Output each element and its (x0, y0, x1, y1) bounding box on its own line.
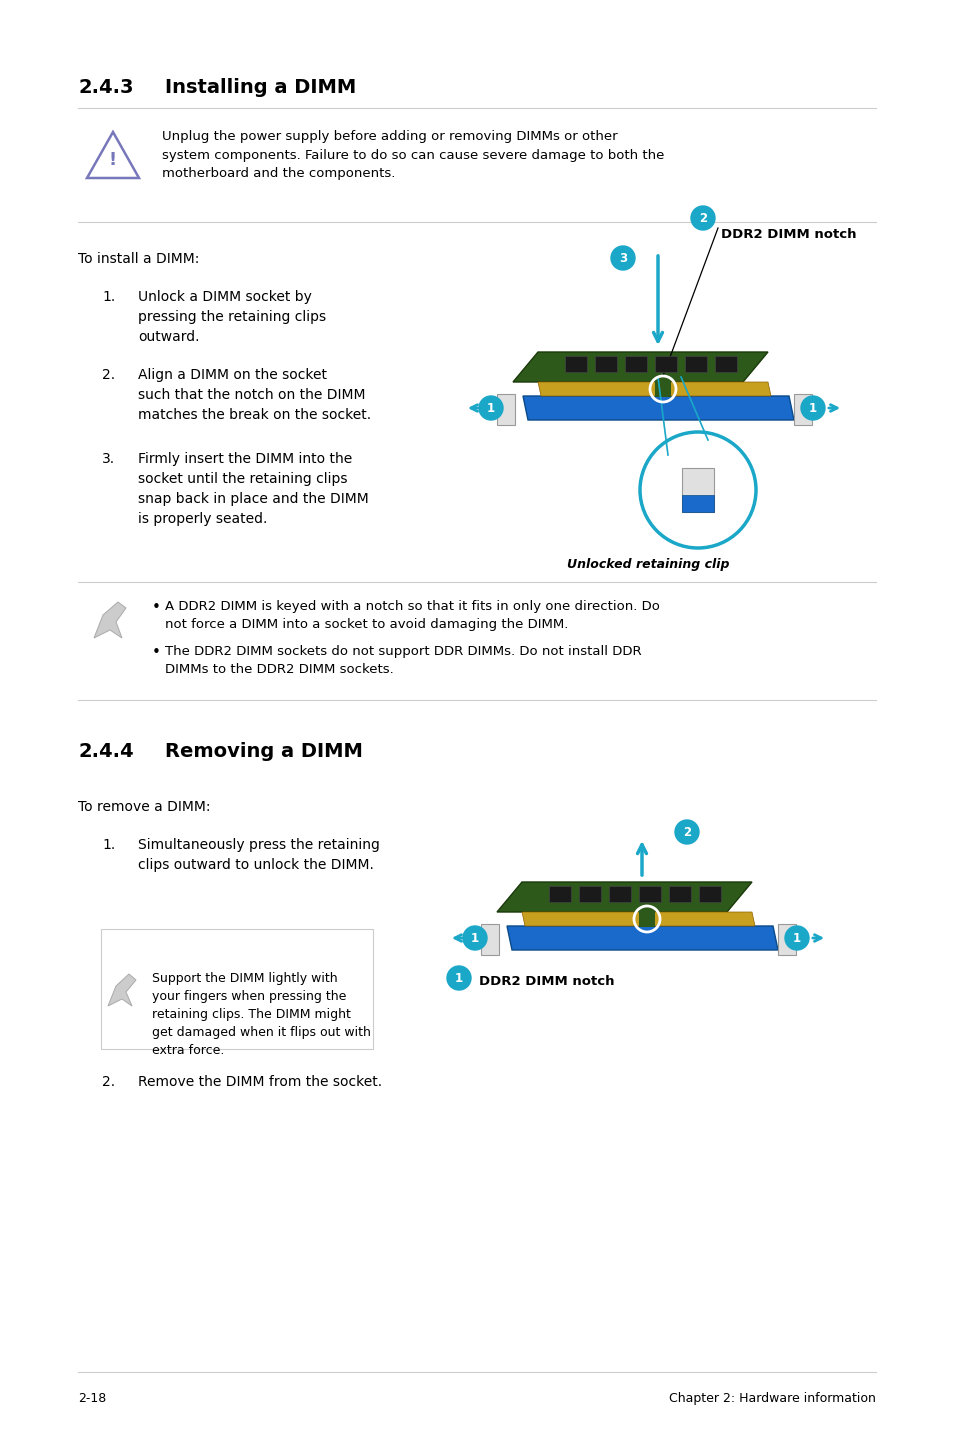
Text: Remove the DIMM from the socket.: Remove the DIMM from the socket. (138, 1076, 382, 1089)
Text: 3: 3 (618, 252, 626, 265)
Polygon shape (522, 395, 793, 420)
Text: 2.4.3: 2.4.3 (78, 78, 133, 96)
Polygon shape (548, 886, 571, 902)
Polygon shape (655, 357, 677, 372)
Polygon shape (480, 925, 498, 955)
Text: Installing a DIMM: Installing a DIMM (165, 78, 355, 96)
Circle shape (462, 926, 486, 951)
Text: Firmly insert the DIMM into the
socket until the retaining clips
snap back in pl: Firmly insert the DIMM into the socket u… (138, 452, 369, 526)
Polygon shape (578, 886, 600, 902)
Text: 1: 1 (471, 932, 478, 945)
Text: 1.: 1. (102, 290, 115, 303)
Text: A DDR2 DIMM is keyed with a notch so that it fits in only one direction. Do
not : A DDR2 DIMM is keyed with a notch so tha… (165, 600, 659, 631)
Text: Removing a DIMM: Removing a DIMM (165, 742, 362, 761)
Polygon shape (681, 495, 713, 512)
Polygon shape (537, 383, 770, 395)
Polygon shape (497, 394, 515, 426)
Text: •: • (152, 646, 161, 660)
Text: Unlocked retaining clip: Unlocked retaining clip (566, 558, 728, 571)
Text: Simultaneously press the retaining
clips outward to unlock the DIMM.: Simultaneously press the retaining clips… (138, 838, 379, 871)
Polygon shape (608, 886, 630, 902)
Polygon shape (684, 357, 706, 372)
Text: 2: 2 (682, 825, 690, 838)
Polygon shape (564, 357, 586, 372)
Text: !: ! (109, 151, 117, 170)
Text: Unplug the power supply before adding or removing DIMMs or other
system componen: Unplug the power supply before adding or… (162, 129, 663, 180)
Polygon shape (108, 974, 136, 1007)
Text: 1: 1 (486, 401, 495, 414)
Text: To remove a DIMM:: To remove a DIMM: (78, 800, 211, 814)
Text: Chapter 2: Hardware information: Chapter 2: Hardware information (668, 1392, 875, 1405)
Text: 1.: 1. (102, 838, 115, 851)
Polygon shape (639, 886, 660, 902)
Circle shape (478, 395, 502, 420)
Polygon shape (793, 394, 811, 426)
Polygon shape (681, 467, 713, 512)
Polygon shape (513, 352, 767, 383)
Text: DDR2 DIMM notch: DDR2 DIMM notch (720, 229, 856, 242)
Polygon shape (497, 881, 751, 912)
Circle shape (690, 206, 714, 230)
Circle shape (447, 966, 471, 989)
Polygon shape (94, 603, 126, 638)
Polygon shape (668, 886, 690, 902)
Text: 2.: 2. (102, 1076, 115, 1089)
Text: Support the DIMM lightly with
your fingers when pressing the
retaining clips. Th: Support the DIMM lightly with your finge… (152, 972, 371, 1057)
Polygon shape (714, 357, 737, 372)
Polygon shape (778, 925, 795, 955)
Polygon shape (595, 357, 617, 372)
Text: 3.: 3. (102, 452, 115, 466)
Polygon shape (639, 912, 655, 928)
Text: 2.4.4: 2.4.4 (78, 742, 133, 761)
Text: To install a DIMM:: To install a DIMM: (78, 252, 199, 266)
Circle shape (610, 246, 635, 270)
Polygon shape (624, 357, 646, 372)
Text: •: • (152, 600, 161, 615)
Circle shape (784, 926, 808, 951)
Polygon shape (506, 926, 778, 951)
Text: Unlock a DIMM socket by
pressing the retaining clips
outward.: Unlock a DIMM socket by pressing the ret… (138, 290, 326, 344)
Text: 2.: 2. (102, 368, 115, 383)
Text: The DDR2 DIMM sockets do not support DDR DIMMs. Do not install DDR
DIMMs to the : The DDR2 DIMM sockets do not support DDR… (165, 646, 641, 676)
Text: 1: 1 (792, 932, 801, 945)
Text: DDR2 DIMM notch: DDR2 DIMM notch (478, 975, 614, 988)
Text: 2-18: 2-18 (78, 1392, 106, 1405)
Polygon shape (521, 912, 754, 926)
Text: Align a DIMM on the socket
such that the notch on the DIMM
matches the break on : Align a DIMM on the socket such that the… (138, 368, 371, 423)
Text: 1: 1 (455, 972, 462, 985)
Text: 1: 1 (808, 401, 816, 414)
Polygon shape (655, 381, 670, 397)
FancyBboxPatch shape (101, 929, 373, 1048)
Circle shape (675, 820, 699, 844)
Text: 2: 2 (699, 211, 706, 224)
Circle shape (801, 395, 824, 420)
Polygon shape (699, 886, 720, 902)
